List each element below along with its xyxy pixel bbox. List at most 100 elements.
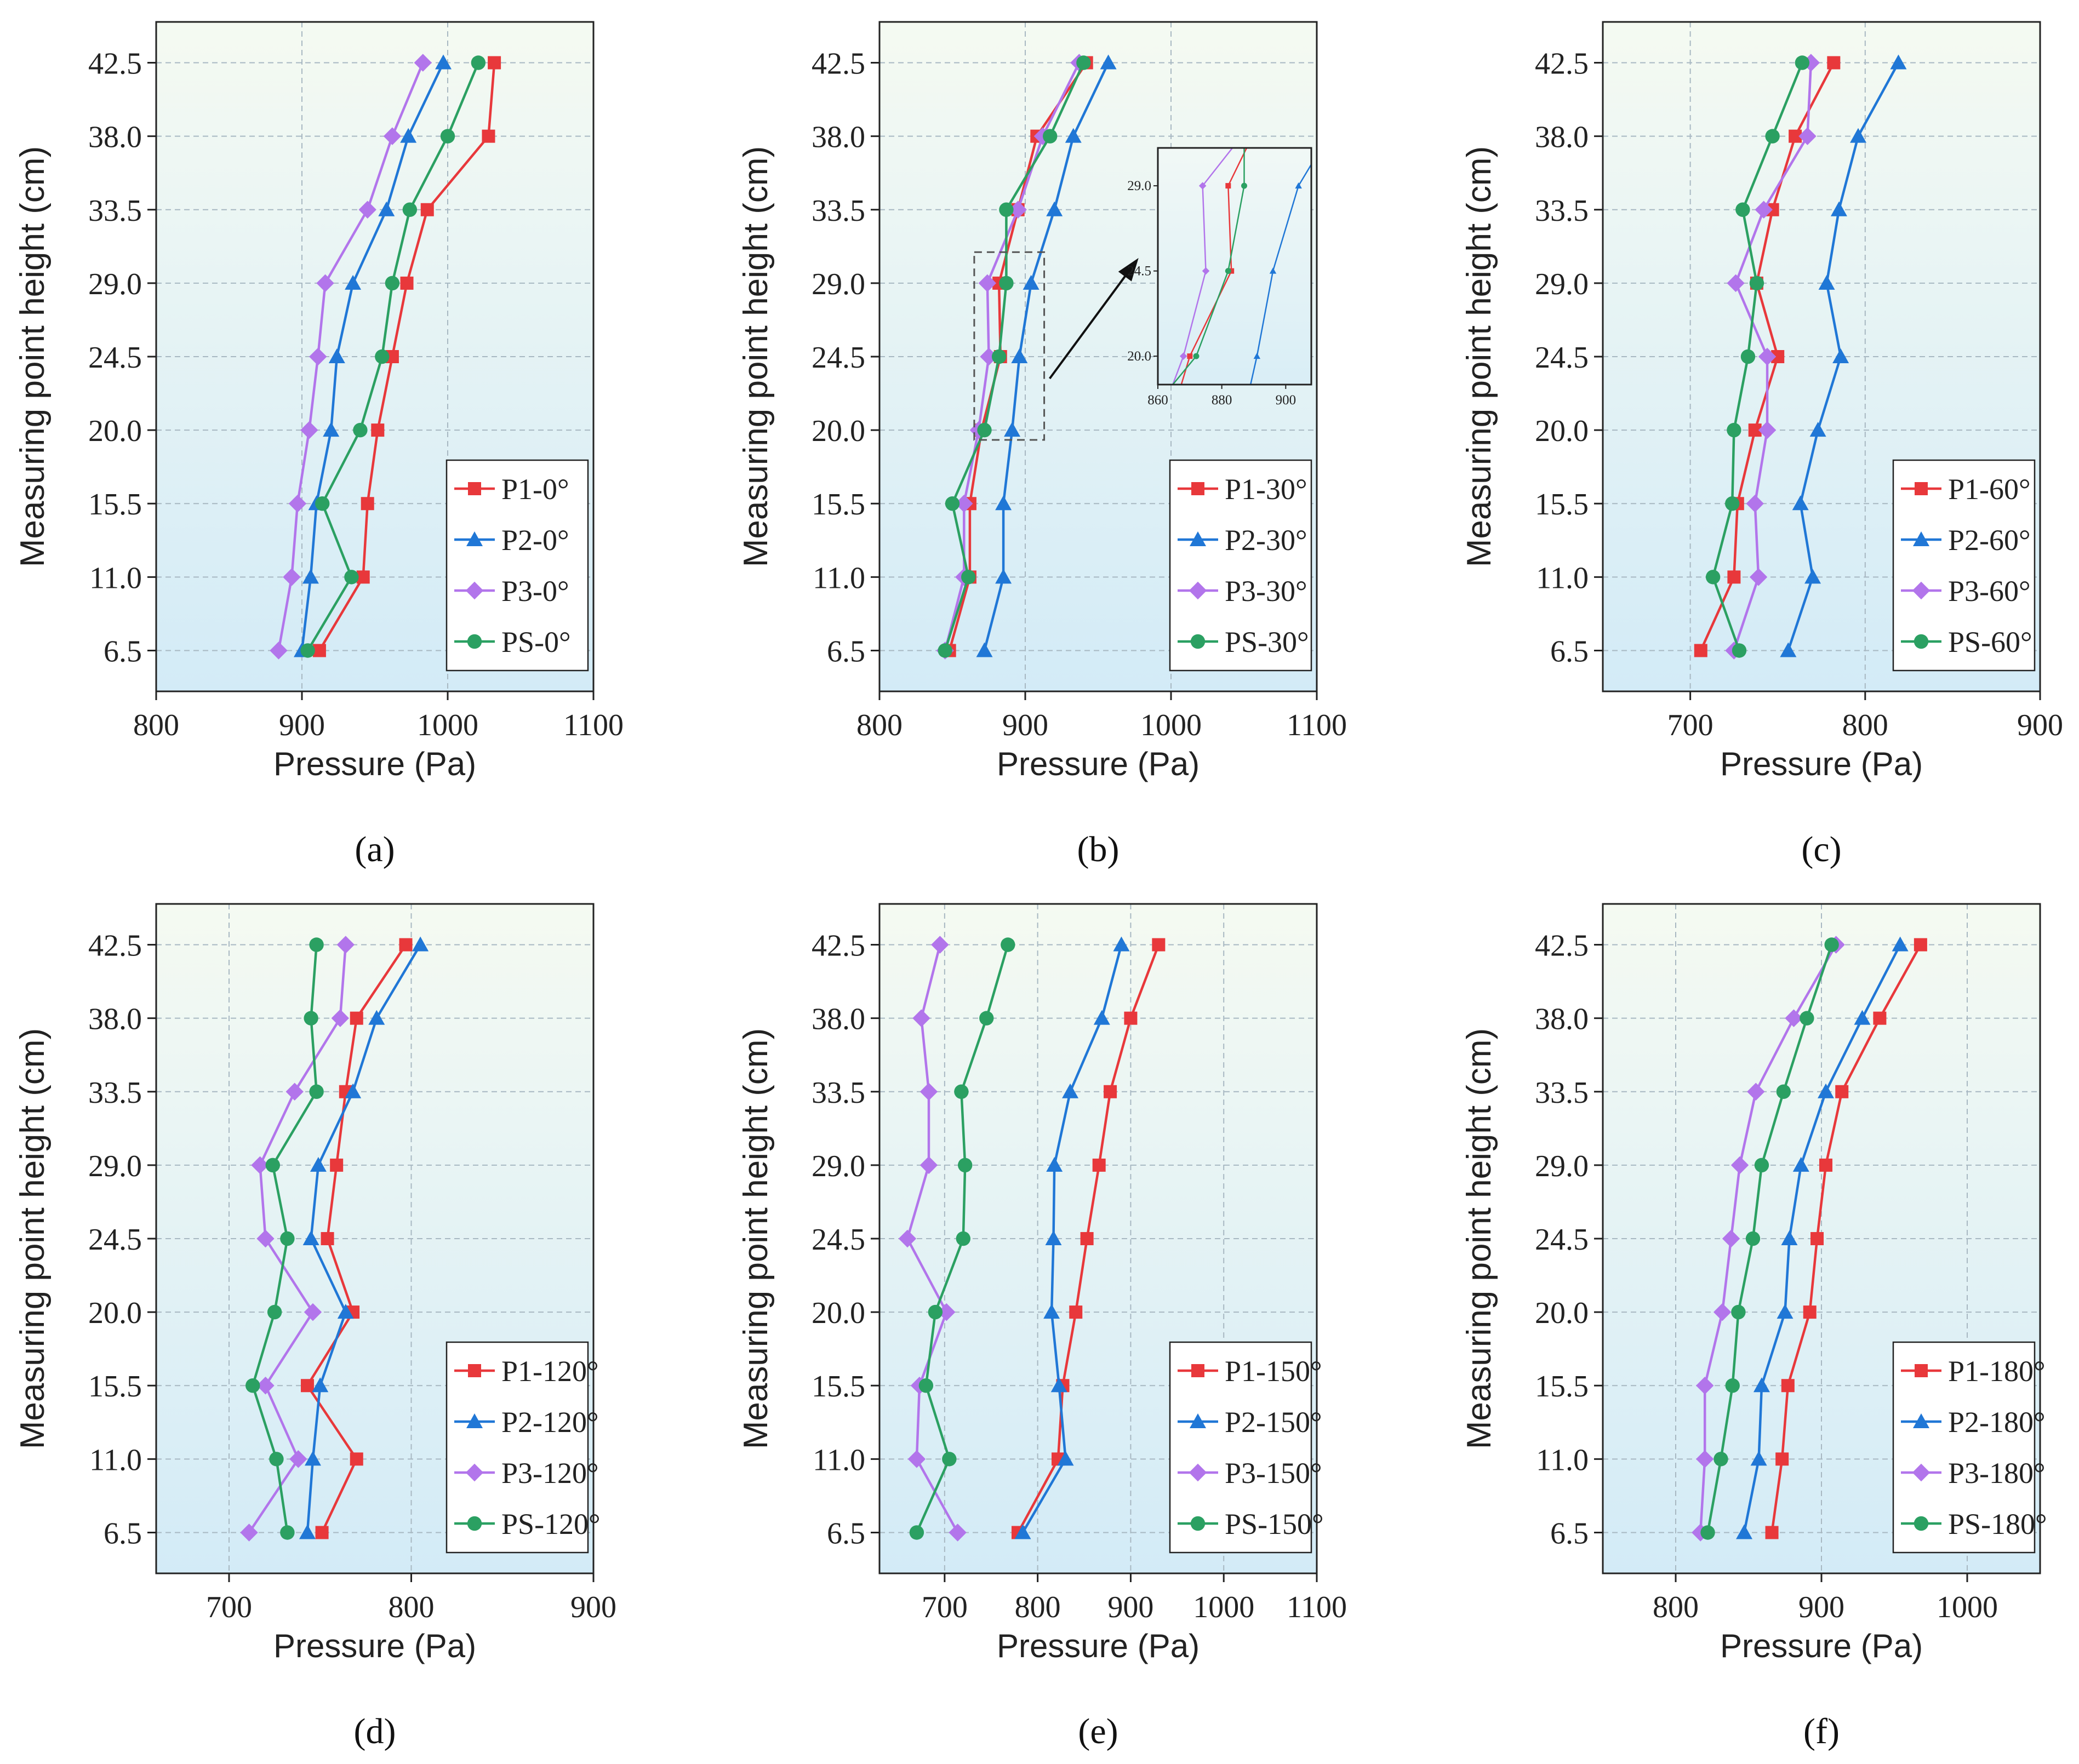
x-axis-title: Pressure (Pa) xyxy=(1720,1628,1923,1664)
data-point-P1 xyxy=(1775,1452,1789,1466)
data-point-P3 xyxy=(1798,127,1817,145)
data-point-PS xyxy=(1795,55,1810,70)
data-point-P3 xyxy=(912,1009,930,1027)
data-point-P2 xyxy=(1057,1451,1074,1466)
data-point-P1 xyxy=(1873,1011,1887,1025)
data-point-P2 xyxy=(1045,1230,1062,1245)
series-PS xyxy=(1700,937,1839,1540)
data-point-P3 xyxy=(978,274,997,293)
legend-label: P2-180° xyxy=(1948,1406,2046,1439)
data-point-P3 xyxy=(1755,201,1773,219)
series-P2 xyxy=(299,936,429,1539)
y-tick-label: 15.5 xyxy=(1535,488,1589,522)
legend-label: P3-150° xyxy=(1225,1457,1322,1490)
data-point-P1 xyxy=(1152,938,1166,952)
y-tick-label: 24.5 xyxy=(88,341,142,375)
panel-label: (d) xyxy=(354,1711,396,1751)
y-tick-label: 38.0 xyxy=(1535,1003,1589,1036)
legend-label: P2-60° xyxy=(1948,524,2031,557)
y-axis-title: Measuring point height (cm) xyxy=(737,1028,775,1449)
data-point-PS xyxy=(1765,129,1780,144)
data-point-P2 xyxy=(310,1156,327,1172)
inset-plot-area xyxy=(1157,147,1312,386)
legend-swatch-marker xyxy=(466,1413,483,1428)
data-point-P2 xyxy=(1781,1230,1798,1245)
data-point-P1 xyxy=(1781,1379,1795,1393)
data-point-P3 xyxy=(1758,347,1777,366)
zoom-arrow xyxy=(1048,261,1137,380)
x-tick-label: 900 xyxy=(1798,1590,1844,1624)
data-point-P2 xyxy=(1050,1377,1067,1393)
legend-swatch-marker xyxy=(467,1516,482,1531)
inset-point-PS xyxy=(1241,182,1247,189)
y-tick-label: 6.5 xyxy=(1550,1516,1589,1550)
y-tick-label: 11.0 xyxy=(89,1443,142,1477)
y-tick-label: 38.0 xyxy=(812,121,865,154)
data-point-PS xyxy=(1714,1452,1728,1467)
y-tick-label: 24.5 xyxy=(88,1223,142,1257)
data-point-P3 xyxy=(270,642,288,660)
panel-label: (c) xyxy=(1801,829,1841,869)
legend-swatch-marker xyxy=(1189,1463,1207,1482)
data-point-P2 xyxy=(1023,274,1040,290)
data-point-PS xyxy=(1749,276,1764,291)
y-tick-label: 15.5 xyxy=(88,488,142,522)
data-point-P1 xyxy=(350,1452,363,1466)
y-tick-label: 29.0 xyxy=(812,1149,865,1183)
legend-swatch-marker xyxy=(1191,482,1204,495)
legend-label: P3-180° xyxy=(1948,1457,2046,1490)
inset-x-tick-label: 860 xyxy=(1147,393,1168,408)
data-point-P3 xyxy=(304,1303,322,1321)
legend-swatch-marker xyxy=(1914,1516,1929,1531)
legend-label: PS-120° xyxy=(501,1508,601,1540)
legend-label: P1-30° xyxy=(1225,473,1307,506)
data-point-P2 xyxy=(302,569,319,584)
data-point-PS xyxy=(344,570,359,585)
data-point-PS xyxy=(1735,202,1750,217)
data-point-P3 xyxy=(288,495,307,513)
x-axis-title: Pressure (Pa) xyxy=(273,1628,476,1664)
inset-point-P3 xyxy=(1202,267,1210,275)
data-point-P3 xyxy=(256,1229,275,1248)
inset-y-tick-label: 20.0 xyxy=(1127,349,1151,364)
data-point-PS xyxy=(958,1158,973,1173)
data-point-P3 xyxy=(331,1009,350,1027)
data-point-PS xyxy=(918,1378,934,1393)
data-point-PS xyxy=(267,1304,282,1320)
data-point-P1 xyxy=(1080,1232,1094,1245)
data-point-P3 xyxy=(919,1083,938,1101)
data-point-P2 xyxy=(400,128,417,143)
y-tick-label: 6.5 xyxy=(104,1516,142,1550)
legend-swatch-marker xyxy=(1915,1364,1928,1377)
data-point-P1 xyxy=(315,1526,329,1539)
legend-label: P2-120° xyxy=(501,1406,599,1439)
data-point-P3 xyxy=(414,54,432,72)
data-point-P2 xyxy=(1804,569,1821,584)
inset-frame xyxy=(1157,147,1312,386)
y-tick-label: 42.5 xyxy=(88,47,142,81)
data-point-P2 xyxy=(299,1524,316,1539)
y-tick-label: 38.0 xyxy=(88,1003,142,1036)
data-point-PS xyxy=(1001,937,1015,952)
data-point-P2 xyxy=(1113,936,1130,952)
data-point-PS xyxy=(979,1011,994,1026)
data-point-PS xyxy=(385,276,400,291)
y-tick-label: 11.0 xyxy=(89,561,142,595)
data-point-PS xyxy=(961,570,976,585)
legend-swatch-marker xyxy=(1914,634,1929,649)
legend-swatch-marker xyxy=(1189,581,1207,600)
data-point-P2 xyxy=(368,1010,385,1025)
legend-swatch-marker xyxy=(1191,1364,1204,1377)
legend-label: P2-150° xyxy=(1225,1406,1322,1439)
data-point-P2 xyxy=(1065,128,1082,143)
legend-swatch-marker xyxy=(1913,531,1929,546)
y-tick-label: 29.0 xyxy=(1535,267,1589,301)
chart-panel-f: 6.5 11.0 15.5 20.0 24.5 29.0 33.5 38.0 42.5 800 90… xyxy=(1460,903,2047,1751)
data-point-PS xyxy=(945,496,960,511)
inset-x-tick-label: 880 xyxy=(1212,393,1232,408)
y-tick-label: 29.0 xyxy=(1535,1149,1589,1183)
legend-label: P1-150° xyxy=(1225,1355,1322,1388)
data-point-PS xyxy=(1800,1011,1814,1026)
data-point-P3 xyxy=(256,1377,275,1395)
data-point-P3 xyxy=(1696,1450,1714,1468)
